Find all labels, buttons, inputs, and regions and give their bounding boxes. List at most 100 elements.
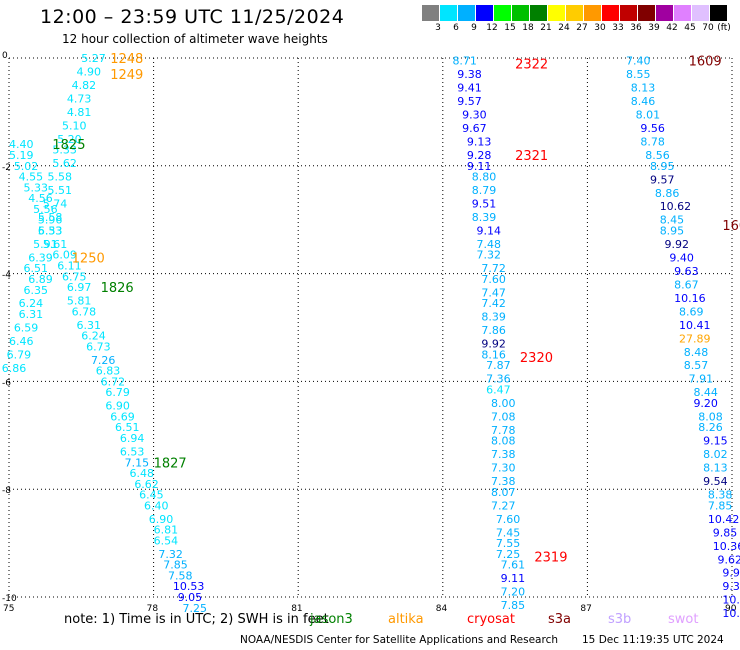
- pass-time-label: 2321: [515, 149, 548, 164]
- wave-height-value: 9.11: [467, 160, 492, 173]
- legend-swatch: [512, 5, 529, 21]
- satellite-label-jason3: jason3: [310, 612, 353, 627]
- wave-height-value: 7.40: [626, 55, 651, 68]
- wave-height-value: 9.57: [650, 173, 675, 186]
- wave-height-value: 7.85: [708, 499, 733, 512]
- wave-height-value: 4.73: [67, 92, 92, 105]
- wave-height-value: 5.10: [62, 119, 87, 132]
- pass-time-label: 2320: [520, 351, 553, 366]
- legend-swatch: [566, 5, 583, 21]
- wave-height-value: 7.38: [491, 448, 516, 461]
- footnote: note: 1) Time is in UTC; 2) SWH is in fe…: [64, 612, 329, 627]
- wave-height-value: 6.69: [110, 410, 135, 423]
- wave-height-value: 6.31: [76, 319, 101, 332]
- wave-height-value: 8.44: [693, 386, 718, 399]
- wave-height-value: 7.38: [491, 475, 516, 488]
- x-tick-label: 84: [436, 604, 448, 614]
- wave-height-value: 6.54: [154, 534, 179, 547]
- wave-height-value: 6.72: [101, 375, 126, 388]
- wave-height-value: 9.51: [472, 198, 497, 211]
- wave-height-value: 8.95: [650, 160, 675, 173]
- legend-unit: (ft): [717, 23, 731, 33]
- legend-swatch: [674, 5, 691, 21]
- wave-height-value: 7.85: [163, 559, 188, 572]
- legend-swatch: [494, 5, 511, 21]
- y-tick-label: -8: [2, 486, 11, 496]
- pass-time-label: 1250: [72, 251, 105, 266]
- wave-height-value: 10.36: [713, 540, 740, 553]
- wave-height-value: 7.60: [481, 273, 506, 286]
- wave-height-value: 7.45: [496, 526, 521, 539]
- wave-height-value: 6.51: [115, 421, 140, 434]
- pass-time-label: 1827: [154, 456, 187, 471]
- wave-height-value: 8.48: [684, 346, 709, 359]
- pass-time-label: 1249: [110, 68, 143, 83]
- wave-height-value: 5.33: [52, 144, 77, 157]
- wave-height-value: 8.07: [491, 486, 516, 499]
- wave-height-value: 8.00: [491, 397, 516, 410]
- x-tick-label: 81: [291, 604, 302, 614]
- wave-height-value: 8.69: [679, 305, 704, 318]
- legend-label: 18: [522, 23, 534, 33]
- wave-height-value: 5.81: [67, 295, 92, 308]
- pass-time-label: 1608: [722, 219, 740, 234]
- y-tick-label: -4: [2, 271, 11, 281]
- wave-height-value: 5.20: [57, 133, 81, 146]
- wave-height-value: 8.79: [472, 184, 497, 197]
- legend-label: 70: [702, 23, 714, 33]
- wave-height-value: 6.40: [144, 499, 169, 512]
- wave-height-value: 9.92: [665, 238, 690, 251]
- legend-swatch: [656, 5, 673, 21]
- legend-swatch: [476, 5, 493, 21]
- wave-height-value: 9.62: [718, 553, 740, 566]
- wave-height-value: 5.61: [43, 238, 68, 251]
- legend-label: 42: [666, 23, 678, 33]
- wave-height-value: 9.93: [722, 567, 740, 580]
- chart-title: 12:00 – 23:59 UTC 11/25/2024: [40, 6, 345, 28]
- wave-height-value: 4.81: [67, 106, 92, 119]
- wave-height-value: 10.62: [660, 200, 692, 213]
- wave-height-value: 6.97: [67, 281, 92, 294]
- wave-height-value: 5.19: [9, 149, 34, 162]
- wave-height-value: 8.01: [636, 109, 661, 122]
- wave-height-value: 6.94: [120, 432, 145, 445]
- satellite-label-cryosat: cryosat: [467, 612, 515, 627]
- wave-height-value: 9.57: [457, 95, 482, 108]
- wave-height-value: 7.91: [689, 373, 714, 386]
- wave-height-value: 6.73: [86, 340, 111, 353]
- wave-height-value: 7.26: [91, 354, 116, 367]
- wave-height-value: 9.85: [713, 526, 738, 539]
- axis-labels: 75 78 81 84 87 90 0 -2 -4 -6 -8 -10: [2, 51, 737, 614]
- wave-height-value: 7.08: [491, 410, 516, 423]
- x-tick-label: 75: [3, 604, 14, 614]
- wave-height-value: 8.02: [703, 448, 728, 461]
- satellite-label-s3a: s3a: [548, 612, 572, 627]
- wave-height-value: 5.91: [33, 238, 58, 251]
- wave-height-value: 9.13: [467, 136, 492, 149]
- x-tick-label: 87: [580, 604, 591, 614]
- wave-height-value: 7.86: [481, 324, 506, 337]
- wave-height-value: 8.67: [674, 278, 699, 291]
- wave-height-value: 9.92: [481, 338, 506, 351]
- wave-height-value: 6.79: [7, 348, 32, 361]
- wave-height-value: 6.59: [14, 322, 39, 335]
- legend-swatch: [548, 5, 565, 21]
- y-tick-label: -6: [2, 378, 11, 388]
- wave-height-value: 6.89: [28, 273, 52, 286]
- wave-height-value: 8.08: [698, 410, 723, 423]
- wave-height-value: 8.56: [645, 149, 670, 162]
- wave-height-value: 6.83: [96, 365, 121, 378]
- legend-label: 3: [435, 23, 441, 33]
- wave-height-value: 8.71: [452, 55, 477, 68]
- wave-height-value: 9.15: [703, 435, 728, 448]
- wave-height-value: 7.48: [477, 238, 502, 251]
- wave-height-value: 6.81: [154, 524, 179, 537]
- y-tick-label: -2: [2, 163, 11, 173]
- wave-height-value: 5.33: [23, 181, 48, 194]
- wave-height-value: 4.90: [76, 65, 101, 78]
- wave-height-value: 6.39: [28, 251, 52, 264]
- track-values: 5.274.904.824.734.815.105.205.335.625.58…: [2, 52, 740, 620]
- legend-label: 6: [453, 23, 459, 33]
- wave-height-value: 10.16: [674, 292, 706, 305]
- wave-height-value: 10.42: [708, 513, 740, 526]
